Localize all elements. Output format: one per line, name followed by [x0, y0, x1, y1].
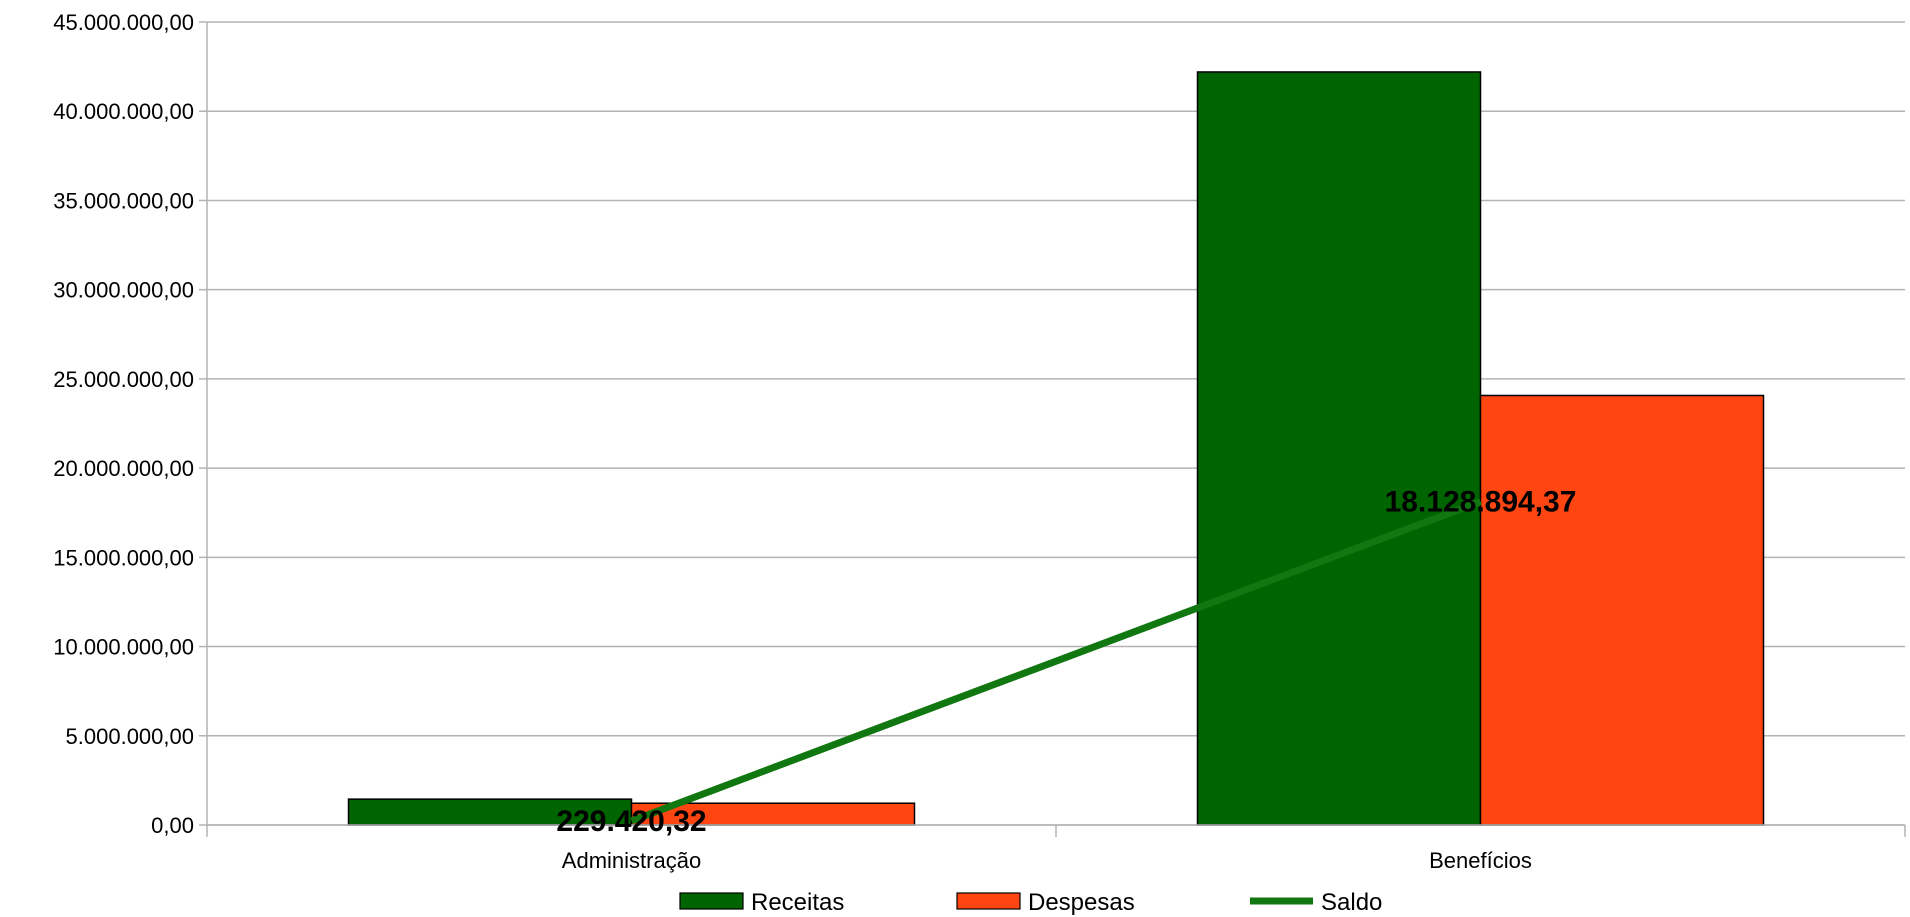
y-tick-label: 20.000.000,00 [53, 456, 194, 481]
legend-label: Saldo [1321, 889, 1382, 916]
legend-label: Despesas [1028, 889, 1135, 916]
legend-item-despesas: Despesas [956, 889, 1135, 916]
legend-swatch [679, 892, 744, 910]
data-labels: 229.420,32 18.128.894,37 [556, 485, 1576, 837]
y-tick-label: 45.000.000,00 [53, 10, 194, 35]
x-axis-categories: Administração Benefícios [562, 848, 1532, 873]
data-label-0: 229.420,32 [556, 805, 706, 838]
y-tick-label: 40.000.000,00 [53, 99, 194, 124]
y-tick-label: 10.000.000,00 [53, 635, 194, 660]
line-saldo [630, 498, 1482, 825]
saldo-line [630, 498, 1482, 825]
y-tick-label: 15.000.000,00 [53, 545, 194, 570]
y-tick-label: 0,00 [151, 813, 194, 838]
gridlines [207, 21, 1905, 826]
bar-receitas-1 [1196, 71, 1482, 826]
legend-swatch [956, 892, 1021, 910]
y-axis-ticks: 0,00 5.000.000,00 10.000.000,00 15.000.000,… [53, 10, 207, 838]
data-label-1: 18.128.894,37 [1385, 485, 1577, 518]
bars [347, 71, 1765, 826]
y-tick-label: 25.000.000,00 [53, 367, 194, 392]
y-tick-label: 5.000.000,00 [66, 724, 194, 749]
bar-despesas-1 [1479, 394, 1765, 826]
legend-item-saldo: Saldo [1250, 889, 1382, 916]
y-tick-label: 35.000.000,00 [53, 188, 194, 213]
x-category-label: Benefícios [1429, 848, 1532, 873]
axes [206, 22, 1906, 837]
legend: Receitas Despesas Saldo [679, 889, 1382, 916]
legend-item-receitas: Receitas [679, 889, 844, 916]
x-category-label: Administração [562, 848, 701, 873]
legend-label: Receitas [751, 889, 844, 916]
y-tick-label: 30.000.000,00 [53, 278, 194, 303]
